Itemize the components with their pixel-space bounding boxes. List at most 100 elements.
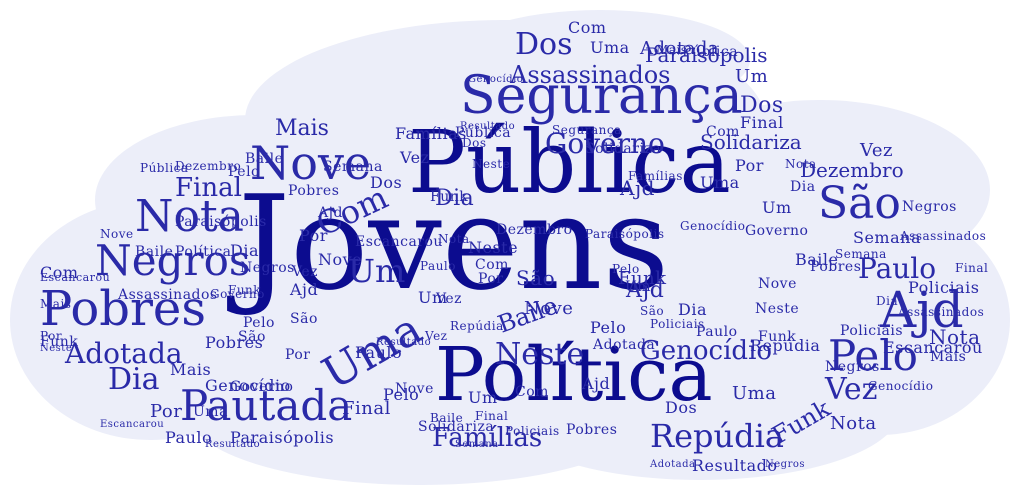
word-mais-2: Mais: [170, 360, 212, 379]
word-governo-2: Governo: [210, 287, 265, 301]
word-funk-4: Funk: [40, 334, 79, 350]
word-um-2: Um: [735, 66, 769, 87]
word-funk-2: Funk: [618, 268, 667, 289]
word-funk-5: Funk: [430, 189, 469, 205]
word-vez: Vez: [825, 372, 878, 407]
word-baile-3: Baile: [795, 250, 839, 269]
word-dia-3: Dia: [230, 241, 259, 260]
word-por-4: Por: [150, 401, 183, 422]
word-adotada-4: Adotada: [640, 38, 720, 59]
word-uma-3: Uma: [700, 173, 740, 192]
word-dezembro: Dezembro: [800, 158, 904, 182]
word-nota-2: Nota: [929, 325, 981, 349]
word-assassinados-4: Assassinados: [898, 305, 985, 319]
word-uma-4: Uma: [732, 383, 777, 404]
word-neste-3: Neste: [472, 157, 511, 171]
word-genocidio-4: Genocídio: [868, 379, 934, 393]
word-um-6: Um: [625, 279, 652, 295]
word-sao-5: São: [640, 304, 665, 318]
word-dia-2: Dia: [435, 186, 475, 211]
word-dia-4: Dia: [678, 300, 707, 319]
word-pelo-5: Pelo: [243, 315, 275, 331]
word-pobres-4: Pobres: [566, 422, 618, 438]
word-sao-3: São: [238, 329, 266, 345]
word-semana-2: Semana: [323, 159, 383, 175]
word-publica: Pública: [408, 113, 731, 213]
word-familias-3: Famílias: [628, 169, 683, 183]
word-familias-2: Famílias: [395, 124, 467, 143]
word-baile-2: Baile: [135, 244, 174, 260]
word-paraisopolis-3: Paraisópolis: [230, 428, 335, 447]
word-vez-5: Vez: [436, 291, 462, 307]
word-pautada: Pautada: [180, 381, 353, 430]
word-escancarou-4: Escancarou: [100, 419, 165, 430]
word-neste-2: Neste: [468, 238, 519, 257]
word-assassinados-2: Assassinados: [118, 287, 218, 303]
word-dia: Dia: [108, 362, 160, 397]
word-vez-6: Vez: [425, 329, 448, 343]
word-genocidio-3: Genocídio: [680, 219, 746, 233]
word-neste-5: Neste: [40, 343, 73, 354]
word-publica-3: Pública: [682, 44, 739, 60]
word-assassinados-3: Assassinados: [900, 229, 987, 243]
word-ajd-6: Ajd: [626, 278, 665, 303]
word-nota-3: Nota: [830, 413, 877, 434]
word-paulo: Paulo: [858, 252, 937, 285]
word-policiais-3: Policiais: [840, 323, 904, 339]
word-adotada-2: Adotada: [650, 459, 696, 470]
word-escancarou-2: Escancarou: [883, 338, 983, 357]
word-funk-6: Funk: [758, 329, 797, 345]
word-com-5: Com: [515, 384, 549, 400]
word-paraisopolis-2: Paraisópolis: [175, 214, 267, 230]
word-seguranca: Segurança: [460, 66, 743, 126]
word-assassinados: Assassinados: [510, 61, 671, 89]
cloud-blobs: [10, 10, 1010, 485]
word-um-5: Um: [468, 388, 498, 407]
word-final-2: Final: [342, 398, 391, 419]
word-semana: Semana: [853, 228, 921, 247]
word-negros-2: Negros: [240, 260, 295, 276]
word-pobres-2: Pobres: [205, 333, 264, 352]
word-dezembro-2: Dezembro: [496, 222, 573, 238]
word-nota: Nota: [135, 191, 244, 242]
word-semana-3: Semana: [835, 247, 887, 261]
word-por-7: Por: [40, 329, 63, 343]
word-repudia: Repúdia: [650, 417, 784, 455]
word-final: Final: [175, 173, 242, 203]
word-uma-2: Uma: [590, 38, 630, 57]
word-mais-4: Mais: [40, 297, 72, 311]
word-funk: Funk: [767, 394, 835, 450]
word-nove-3: Nove: [524, 298, 574, 319]
word-dos-2: Dos: [740, 93, 784, 118]
word-negros-3: Negros: [902, 199, 957, 215]
word-dos-4: Dos: [665, 398, 698, 417]
word-nove-6: Nove: [395, 381, 434, 397]
word-sao: São: [818, 178, 901, 229]
word-vez-3: Vez: [860, 140, 893, 161]
word-solidariza-3: Solidariza: [585, 141, 662, 157]
word-ajd: Ajd: [880, 281, 964, 339]
word-publica-4: Pública: [140, 161, 189, 175]
word-ajd-5: Ajd: [318, 205, 343, 221]
word-genocidio-5: Genocídio: [468, 74, 524, 85]
word-familias: Famílias: [432, 423, 543, 453]
word-policiais-4: Policiais: [650, 317, 705, 331]
word-com-3: Com: [40, 263, 79, 282]
word-semana-4: Semana: [455, 439, 499, 450]
word-por-5: Por: [285, 347, 311, 363]
word-escancarou: Escancarou: [355, 234, 443, 250]
word-negros-4: Negros: [825, 359, 880, 375]
word-pelo-2: Pelo: [228, 164, 260, 180]
word-dos: Dos: [515, 27, 573, 62]
word-policiais-2: Policiais: [505, 424, 560, 438]
word-resultado-3: Resultado: [376, 337, 432, 348]
word-vez-4: Vez: [292, 264, 318, 280]
word-pobres-5: Pobres: [810, 259, 862, 275]
word-paulo-4: Paulo: [696, 324, 738, 340]
word-final-4: Final: [955, 261, 989, 275]
word-com-6: Com: [475, 257, 509, 273]
word-pelo-4: Pelo: [383, 385, 420, 404]
word-pobres-3: Pobres: [288, 183, 340, 199]
word-um-4: Um: [418, 288, 448, 307]
